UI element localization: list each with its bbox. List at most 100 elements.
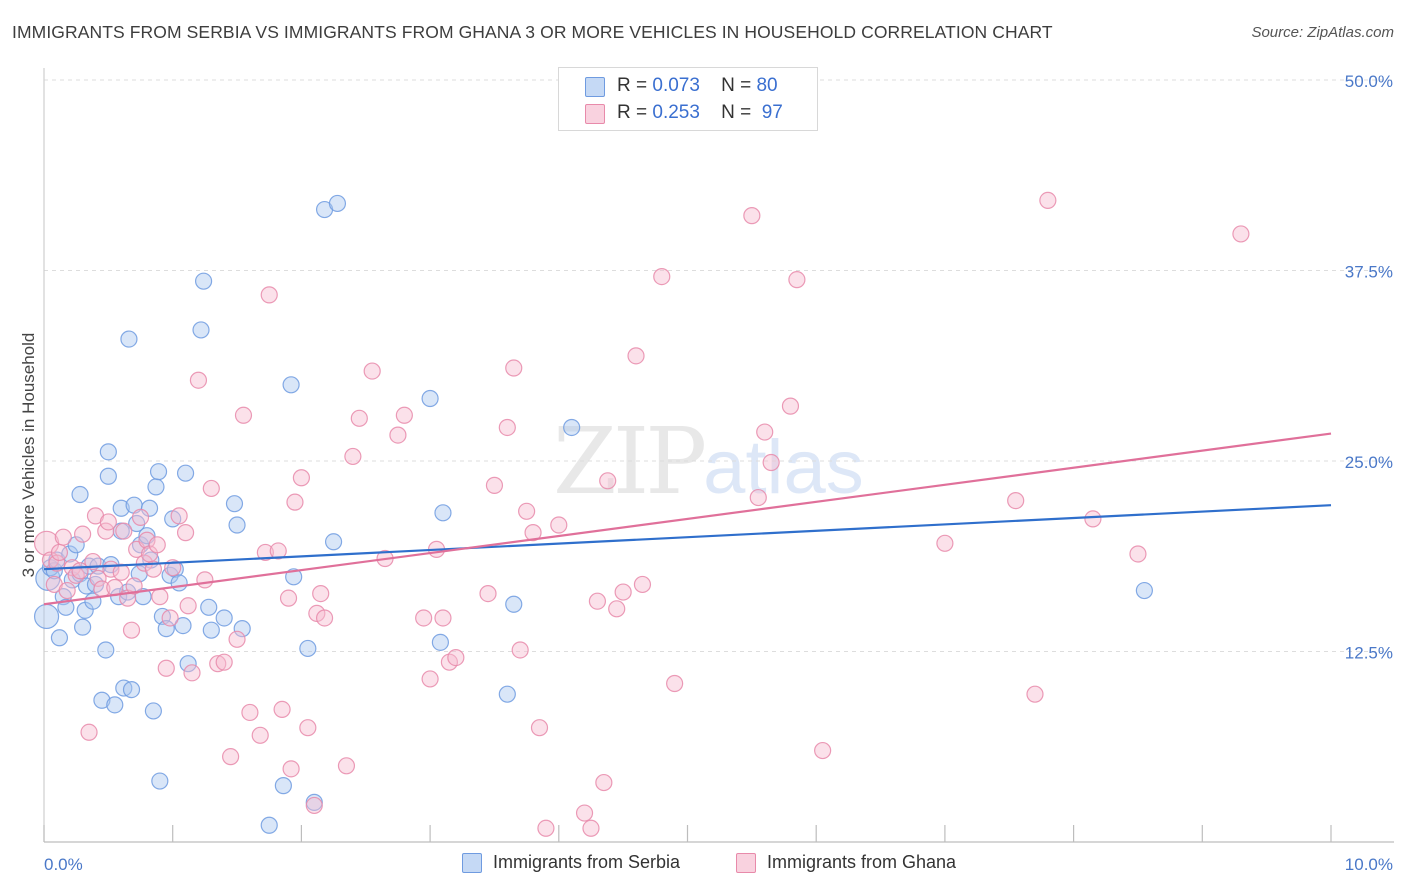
legend-n-value-serbia: 80: [756, 75, 778, 96]
data-point-ghana: [337, 757, 356, 775]
data-point-ghana: [228, 630, 246, 648]
data-point-ghana: [273, 700, 291, 719]
data-point-ghana: [215, 653, 233, 671]
data-point-serbia: [147, 478, 165, 496]
legend-n-label: N =: [721, 102, 752, 123]
data-point-serbia: [324, 533, 343, 551]
data-point-serbia: [99, 443, 117, 461]
y-tick-label: 25.0%: [1345, 453, 1393, 472]
data-point-serbia: [328, 194, 347, 213]
data-point-serbia: [202, 621, 220, 639]
data-point-serbia: [228, 516, 246, 534]
data-point-ghana: [395, 406, 413, 424]
data-point-ghana: [138, 531, 156, 549]
data-point-ghana: [814, 741, 832, 760]
data-point-ghana: [209, 655, 227, 673]
data-point-ghana: [170, 507, 188, 525]
data-point-serbia: [434, 504, 452, 522]
data-point-ghana: [179, 597, 197, 615]
data-point-serbia: [285, 568, 303, 586]
data-point-serbia: [149, 463, 168, 481]
data-point-ghana: [144, 560, 162, 578]
data-point-ghana: [260, 286, 278, 304]
data-point-serbia: [431, 633, 449, 651]
data-point-ghana: [58, 581, 76, 600]
data-point-serbia: [120, 330, 138, 348]
data-point-ghana: [74, 525, 92, 543]
data-point-ghana: [269, 542, 287, 560]
data-point-ghana: [788, 271, 806, 289]
data-point-serbia: [274, 777, 292, 795]
data-point-serbia: [179, 655, 197, 673]
data-point-serbia: [122, 680, 141, 699]
bottom-legend-label-ghana: Immigrants from Ghana: [767, 852, 957, 872]
data-point-ghana: [756, 423, 774, 441]
legend-swatch-ghana: [585, 104, 605, 124]
data-point-serbia: [299, 639, 317, 658]
data-point-ghana: [743, 207, 761, 225]
data-point-ghana: [511, 641, 529, 659]
data-point-ghana: [315, 609, 334, 627]
trend-line-ghana: [43, 432, 1332, 606]
data-point-serbia: [71, 485, 89, 504]
data-point-ghana: [518, 502, 536, 520]
x-tick-label: 0.0%: [44, 855, 83, 874]
data-point-serbia: [194, 272, 213, 290]
data-point-ghana: [99, 513, 117, 531]
data-point-serbia: [170, 574, 188, 592]
data-point-ghana: [251, 726, 269, 744]
y-tick-label: 37.5%: [1345, 263, 1393, 282]
data-point-ghana: [1007, 492, 1025, 510]
data-point-ghana: [131, 508, 150, 526]
y-axis-label: 3 or more Vehicles in Household: [19, 333, 38, 578]
points-layer: [33, 191, 1250, 837]
axis-layer: 12.5% 25.0% 37.5% 50.0% 0.0% 10.0%: [43, 68, 1394, 874]
data-point-ghana: [363, 362, 381, 380]
data-point-ghana: [196, 571, 214, 589]
data-point-serbia: [97, 641, 115, 659]
data-point-serbia: [176, 464, 195, 482]
data-point-ghana: [1026, 685, 1044, 703]
trend-line-serbia: [43, 504, 1332, 571]
data-point-ghana: [415, 609, 433, 627]
data-point-serbia: [74, 618, 92, 636]
data-point-serbia: [215, 609, 233, 627]
data-point-serbia: [50, 629, 69, 647]
y-tick-label: 50.0%: [1345, 72, 1393, 91]
data-point-ghana: [234, 406, 253, 424]
data-point-serbia: [151, 772, 169, 790]
data-point-ghana: [89, 569, 107, 587]
data-point-serbia: [192, 321, 210, 339]
data-point-ghana: [299, 719, 317, 737]
data-point-ghana: [498, 418, 516, 437]
data-point-ghana: [350, 409, 368, 427]
data-point-ghana: [282, 760, 300, 778]
data-point-ghana: [222, 748, 240, 766]
data-point-serbia: [225, 495, 244, 513]
data-point-serbia: [563, 418, 581, 437]
data-point-ghana: [595, 773, 613, 792]
data-point-ghana: [176, 524, 195, 542]
data-point-ghana: [344, 447, 362, 466]
legend-n-label: N =: [721, 75, 752, 96]
trend-layer: [43, 432, 1332, 606]
data-point-ghana: [256, 543, 274, 562]
watermark-atlas: atlas: [703, 425, 864, 510]
data-point-ghana: [1232, 225, 1250, 243]
bottom-legend-label-serbia: Immigrants from Serbia: [493, 852, 681, 872]
data-point-serbia: [93, 691, 111, 709]
data-point-ghana: [421, 670, 439, 688]
data-point-ghana: [151, 588, 169, 606]
data-point-ghana: [125, 577, 143, 595]
data-point-ghana: [189, 371, 208, 389]
data-point-serbia: [505, 595, 523, 613]
data-point-ghana: [614, 583, 632, 601]
data-point-ghana: [148, 536, 166, 554]
data-point-ghana: [183, 664, 201, 682]
data-point-ghana: [80, 723, 98, 741]
data-point-serbia: [112, 499, 130, 517]
data-point-serbia: [233, 620, 251, 638]
data-point-ghana: [241, 703, 259, 722]
data-point-ghana: [530, 719, 549, 737]
data-point-ghana: [305, 796, 323, 815]
